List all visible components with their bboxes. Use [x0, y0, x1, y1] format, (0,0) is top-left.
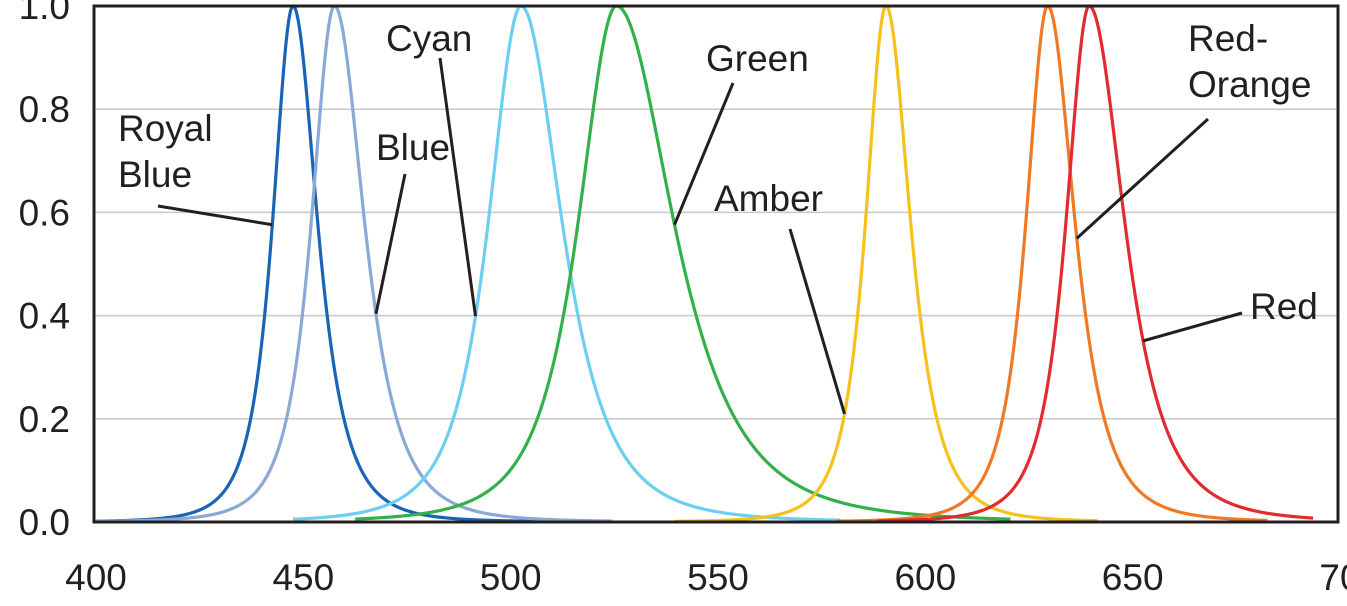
- annotation-label: Red: [1250, 286, 1318, 327]
- annotation-label: Red-: [1188, 18, 1268, 59]
- annotation-label: Cyan: [386, 18, 472, 59]
- y-tick-label: 0.6: [19, 192, 70, 233]
- x-tick-label: 550: [687, 557, 749, 598]
- y-tick-label: 0.2: [19, 399, 70, 440]
- x-tick-label: 600: [894, 557, 956, 598]
- series-line-cyan: [292, 4, 841, 522]
- y-tick-label: 0.8: [19, 89, 70, 130]
- plot-frame: [92, 4, 1340, 524]
- x-tick-label: 650: [1102, 557, 1164, 598]
- x-tick-label: 400: [65, 557, 127, 598]
- y-tick-label: 1.0: [19, 0, 70, 27]
- x-tick-label: 450: [272, 557, 334, 598]
- series-lines: [93, 4, 1314, 523]
- gridlines: [94, 108, 1338, 420]
- series-line-red-orange: [835, 4, 1269, 523]
- annotation-label: Amber: [714, 178, 823, 219]
- series-line-blue: [93, 4, 613, 523]
- x-tick-labels: 400 450 500 550 600 650 70: [65, 557, 1347, 598]
- y-tick-label: 0.0: [19, 502, 70, 543]
- y-tick-label: 0.4: [19, 296, 70, 337]
- annotation-label: Royal: [118, 108, 213, 149]
- annotation-leader-line: [374, 173, 407, 315]
- x-tick-label: 500: [480, 557, 542, 598]
- annotation-leader-line: [673, 82, 735, 226]
- annotation-leader-line: [788, 228, 846, 415]
- series-line-green: [354, 4, 1011, 521]
- annotation-label: Orange: [1188, 64, 1311, 105]
- annotation-leader-line: [438, 57, 477, 317]
- y-tick-labels: 0.0 0.2 0.4 0.6 0.8 1.0: [19, 0, 70, 543]
- annotation-leader-line: [1075, 117, 1210, 240]
- annotation-leader-line: [157, 204, 273, 227]
- series-annotations: Royal Blue Blue Cyan Green Amber Red- Orange Red: [118, 18, 1318, 415]
- annotation-label: Blue: [118, 154, 192, 195]
- annotation-label: Green: [706, 38, 809, 79]
- annotation-label: Blue: [376, 127, 450, 168]
- x-tick-label: 70: [1319, 557, 1347, 598]
- series-line-red: [877, 4, 1314, 523]
- series-line-royal-blue: [93, 4, 543, 523]
- annotation-leader-line: [1142, 311, 1243, 343]
